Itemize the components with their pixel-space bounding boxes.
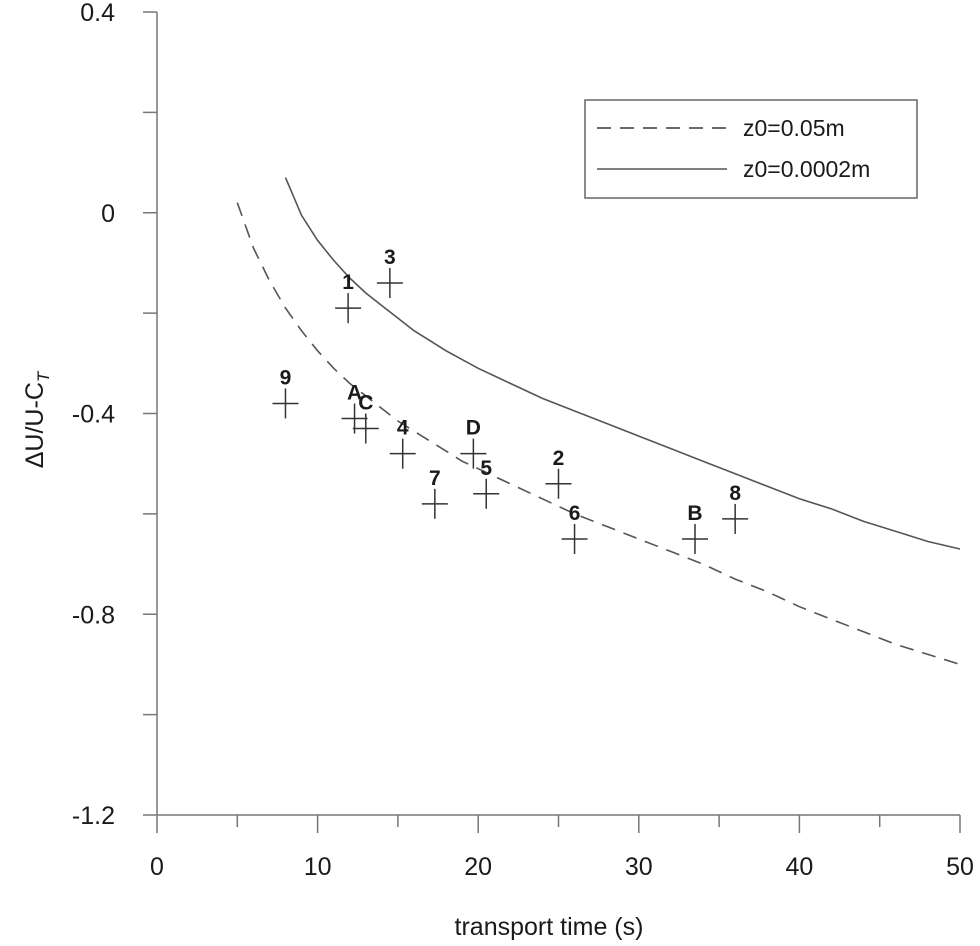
y-axis-title-main: ΔU/U-C [21,382,49,468]
point-label: 1 [342,271,354,294]
data-points: 1 3 9 AC 4 D 7 5 2 6 B 8 [272,246,749,554]
legend: z0=0.05m z0=0.0002m [584,99,918,199]
point-label: 9 [280,366,292,389]
data-point: 9 [272,366,299,419]
data-point: D [460,417,487,469]
y-tick-label: -0.8 [72,601,115,629]
data-point: 7 [421,467,448,519]
point-label: A [347,382,362,405]
x-tick-label: 20 [464,853,492,881]
series-line-dashed [236,202,961,666]
point-label: C [358,392,373,415]
point-label: 5 [480,457,492,480]
x-tick-label: 30 [625,853,653,881]
y-tick-label: 0.4 [80,0,115,27]
data-point: B [682,502,709,554]
data-point: C [352,392,379,444]
y-tick-label: 0 [101,200,115,228]
data-point: 4 [389,417,416,469]
legend-box [584,99,918,199]
point-label: D [466,417,481,440]
x-tick-label: 0 [150,853,164,881]
y-tick-label: -1.2 [72,802,115,830]
y-tick-label: -0.4 [72,401,115,429]
y-axis-title-subscript: T [34,370,53,382]
point-label: B [687,502,702,525]
series-lines [236,177,961,666]
x-ticks: 0 10 20 30 40 50 [150,815,974,881]
x-tick-label: 10 [304,853,332,881]
x-tick-label: 40 [785,853,813,881]
legend-label-dashed: z0=0.05m [743,115,845,141]
x-axis-title: transport time (s) [455,913,644,941]
data-point: 6 [561,502,588,554]
legend-label-solid: z0=0.0002m [743,156,870,182]
x-tick-label: 50 [946,853,974,881]
point-label: 2 [553,447,565,470]
point-label: 6 [569,502,581,525]
data-point: 8 [722,482,749,534]
point-label: 8 [729,482,741,505]
y-axis-title: ΔU/U-CT [21,370,53,468]
data-point: 1 [335,271,362,324]
point-label: 3 [384,246,396,269]
point-label: 4 [397,417,409,440]
series-line-solid [284,177,961,550]
y-ticks: -1.2 -0.8 -0.4 0 0.4 [72,0,157,830]
data-point: 5 [473,457,500,509]
data-point: 3 [376,246,403,299]
point-label: 7 [429,467,441,490]
data-point: 2 [545,447,572,499]
